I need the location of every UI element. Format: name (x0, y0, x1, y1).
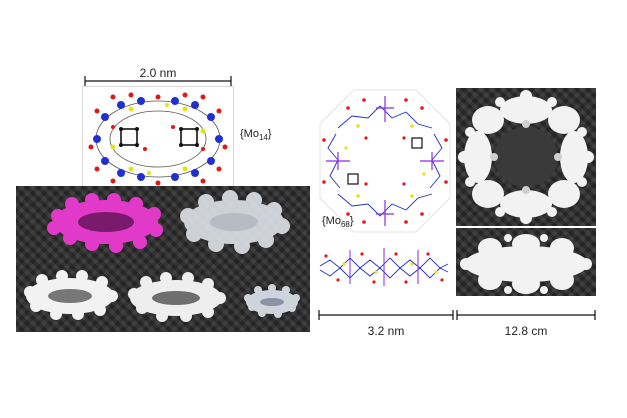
mo14-formula-label: {Mo14} (240, 128, 272, 143)
bottom-left-scale-label: 3.2 nm (367, 324, 405, 338)
mo14-structure-diagram (82, 86, 234, 192)
mo14-printed-models-photo (16, 186, 310, 332)
mo68-printed-model-top-photo (456, 88, 596, 226)
mo68-structure-side-view (316, 238, 452, 294)
bottom-right-scale-label: 12.8 cm (504, 324, 548, 338)
printed-models-graphic (24, 190, 300, 322)
mo68-top-photo-graphic (458, 90, 594, 224)
magenta-model (47, 193, 163, 253)
left-scale-bar: 2.0 nm (84, 66, 232, 86)
mo68-printed-model-side-photo (456, 228, 596, 296)
scale-bar-icon (318, 310, 454, 320)
scale-bar-icon (456, 310, 596, 320)
left-scale-label: 2.0 nm (139, 66, 177, 80)
bottom-left-scale-bar: 3.2 nm (318, 310, 454, 338)
bottom-right-scale-bar: 12.8 cm (456, 310, 596, 338)
mo68-formula-label: {Mo68} (322, 215, 354, 230)
mo68-structure-top-view (318, 88, 452, 234)
mo68-side-photo-graphic (460, 234, 592, 294)
carbon-square-left (120, 128, 138, 146)
mo68-side-view-graphic (319, 248, 449, 286)
mo14-molecule-graphic (88, 92, 228, 186)
carbon-square-right (180, 128, 198, 146)
scale-bar-icon (84, 76, 232, 86)
mo68-top-view-graphic (319, 89, 451, 233)
